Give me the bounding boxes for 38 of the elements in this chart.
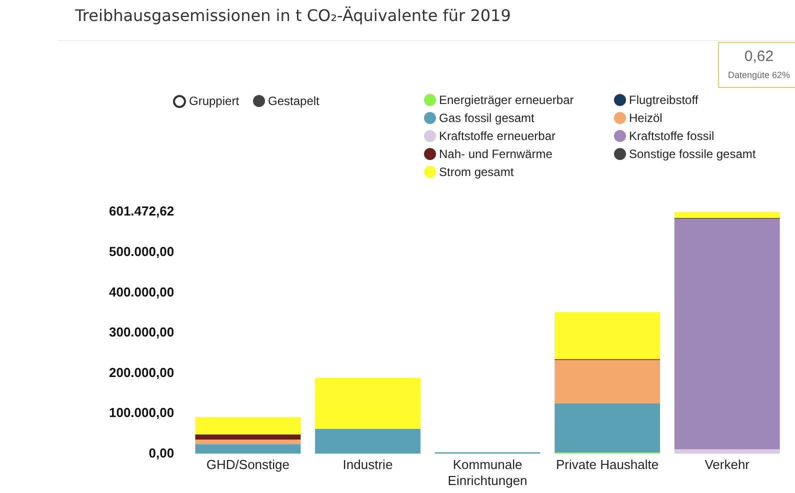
y-tick-label: 601.472,62	[108, 203, 174, 218]
legend-label: Energieträger erneuerbar	[438, 93, 575, 107]
legend-label: Flugtreibstoff	[628, 93, 700, 107]
text: Gruppiert	[188, 94, 240, 108]
legend-label: Heizöl	[628, 111, 664, 125]
x-tick-label: Verkehr	[704, 457, 750, 472]
bar	[315, 428, 420, 454]
bar	[554, 360, 660, 404]
legend-label: Strom gesamt	[438, 165, 515, 179]
y-tick-label: 400.000,00	[108, 284, 174, 300]
bar	[195, 444, 301, 454]
bar	[315, 378, 420, 429]
bar	[554, 312, 660, 360]
chart-title: Treibhausgasemissionen in t CO₂-Äquivalente für 2019	[75, 6, 511, 25]
legend-label: Kraftstoffe erneuerbar	[438, 129, 557, 143]
legend-label: Gas fossil gesamt	[438, 111, 536, 125]
bar	[674, 449, 780, 454]
y-tick-label: 500.000,00	[108, 244, 174, 260]
bar	[195, 440, 301, 444]
bar	[674, 218, 780, 450]
bar	[195, 434, 301, 440]
bar	[195, 417, 301, 434]
x-tick-label: Kommunale Einrichtungen	[448, 457, 528, 488]
legend-label: Sonstige fossile gesamt	[628, 147, 757, 161]
bar	[554, 404, 660, 453]
text: Datengüte 62%	[726, 70, 792, 80]
y-tick-label: 200.000,00	[108, 364, 174, 380]
legend-label: Kraftstoffe fossil	[628, 129, 716, 143]
y-tick-label: 100.000,00	[108, 405, 174, 420]
x-tick-label: Industrie	[342, 457, 393, 472]
x-tick-label: GHD/Sonstige	[206, 457, 290, 472]
x-tick-label: Private Haushalte	[556, 457, 659, 472]
text: 0,62	[743, 48, 775, 65]
y-tick-label: 300.000,00	[108, 324, 174, 340]
y-tick-label: 0,00	[148, 445, 174, 460]
text: Gestapelt	[267, 94, 320, 108]
legend-label: Nah- und Fernwärme	[438, 147, 554, 161]
bar	[674, 212, 780, 218]
